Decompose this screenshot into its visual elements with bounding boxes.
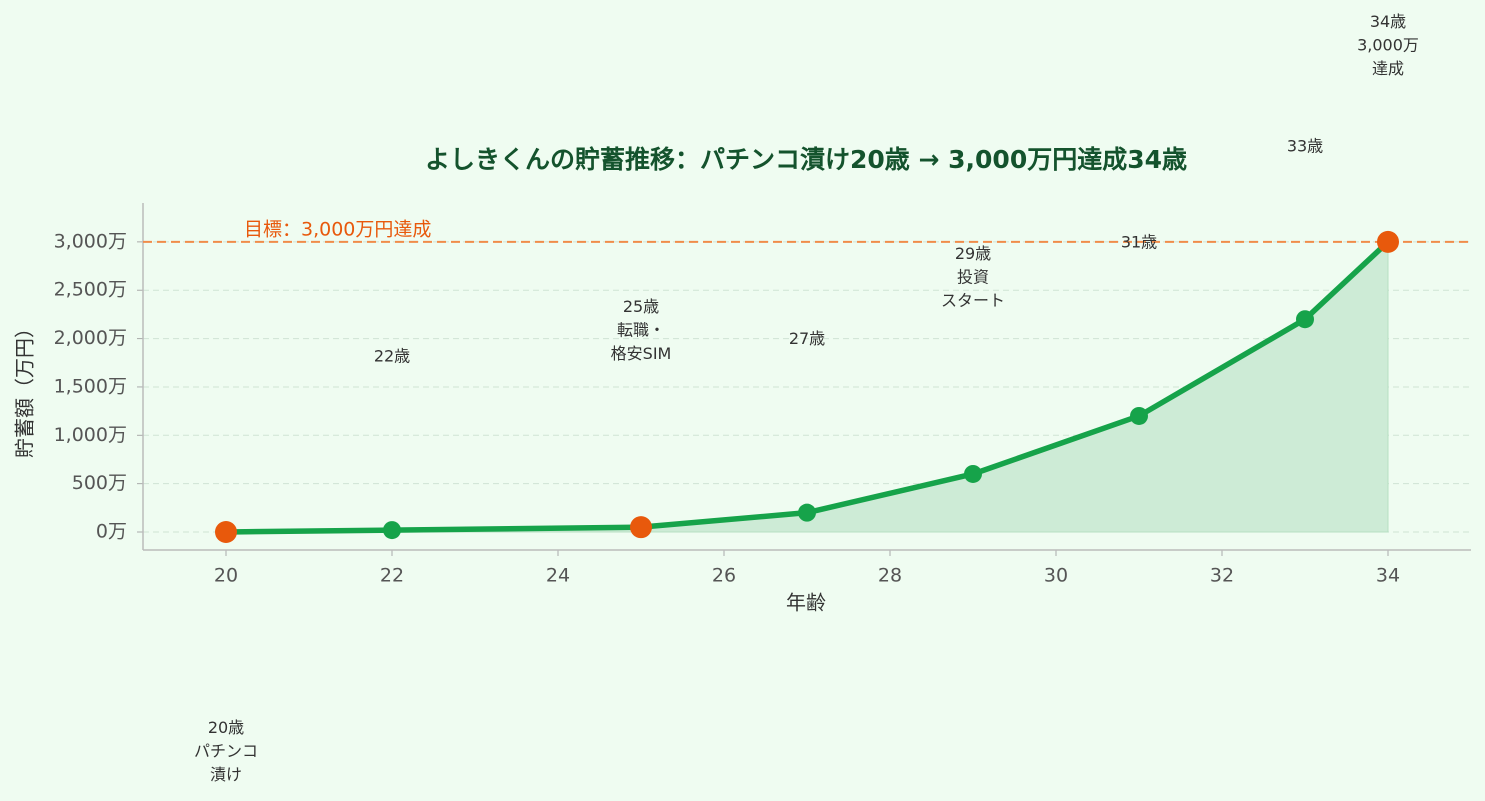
y-tick-label: 1,000万 <box>54 424 127 446</box>
point <box>383 521 401 540</box>
annotation: パチンコ <box>194 742 258 761</box>
y-tick-label: 0万 <box>96 521 127 543</box>
annotation: 27歳 <box>789 329 825 348</box>
annotation: 格安SIM <box>611 344 672 363</box>
y-axis-label: 貯蓄額（万円） <box>13 318 37 458</box>
target-label: 目標：3,000万円達成 <box>244 218 431 240</box>
annotation: 転職・ <box>617 321 665 340</box>
x-tick-label: 24 <box>546 565 570 587</box>
point <box>1296 310 1314 329</box>
annotation: 漬け <box>210 765 242 784</box>
x-tick-label: 30 <box>1044 565 1068 587</box>
x-tick-label: 26 <box>712 565 736 587</box>
y-tick-label: 1,500万 <box>54 375 127 397</box>
annotation: 34歳 <box>1370 12 1406 31</box>
annotation: 33歳 <box>1287 137 1323 156</box>
y-tick-label: 2,000万 <box>54 327 127 349</box>
point <box>630 516 652 539</box>
annotation: 達成 <box>1372 59 1404 78</box>
annotation: スタート <box>941 291 1005 310</box>
x-tick-label: 34 <box>1376 565 1400 587</box>
x-tick-label: 28 <box>878 565 902 587</box>
y-tick-label: 2,500万 <box>54 279 127 301</box>
annotation: 31歳 <box>1121 232 1157 251</box>
annotation: 29歳 <box>955 244 991 263</box>
point <box>964 464 982 483</box>
annotation: 3,000万 <box>1357 35 1419 54</box>
point <box>1130 406 1148 425</box>
x-axis-label: 年齢 <box>786 591 826 615</box>
annotation: 25歳 <box>623 297 659 316</box>
annotation: 20歳 <box>208 718 244 737</box>
x-tick-label: 22 <box>380 565 404 587</box>
point <box>798 503 816 522</box>
annotation: 22歳 <box>374 347 410 366</box>
x-tick-label: 32 <box>1210 565 1234 587</box>
point <box>1377 230 1399 253</box>
annotation: 投資 <box>957 267 989 286</box>
chart-title: よしきくんの貯蓄推移：パチンコ漬け20歳 → 3,000万円達成34歳 <box>425 145 1187 174</box>
line <box>225 239 1390 535</box>
y-tick-label: 500万 <box>72 472 127 494</box>
point <box>215 521 237 544</box>
y-tick-label: 3,000万 <box>54 230 127 252</box>
x-tick-label: 20 <box>214 565 238 587</box>
